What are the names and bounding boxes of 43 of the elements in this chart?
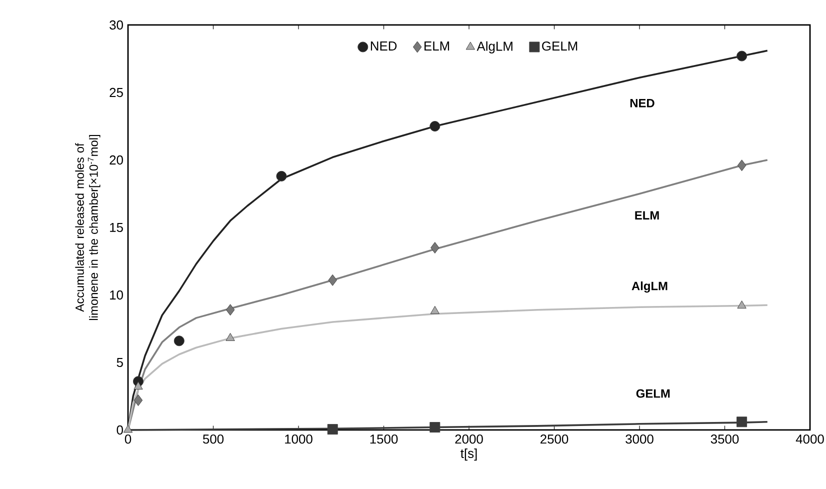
legend-label: AlgLM [476,41,512,54]
x-tick-label: 4000 [796,434,824,444]
point [134,394,143,406]
x-tick-label: 3500 [710,434,739,444]
point [736,50,748,62]
x-tick-label: 3000 [626,434,654,444]
point [736,416,748,428]
y-tick-label: 10 [110,290,123,300]
y-axis-title: Accumulated released moles of limonene in the chamber[×10$^{-7}$mol] [75,135,100,320]
legend-label: ELM [424,42,450,50]
x-tick-label: 2500 [540,434,568,444]
y-tick-label: 20 [110,155,123,165]
x-tick-label: 1500 [370,434,398,444]
point [226,332,235,341]
x-tick-label: 0 [124,434,132,444]
x-tick-label: 1000 [285,434,312,444]
annotation: AlgLM [632,281,668,293]
point [226,304,235,316]
x-tick-label: 500 [202,434,224,444]
y-tick-label: 30 [110,20,123,30]
annotation: NED [630,99,654,108]
y-tick-label: 0 [116,425,123,435]
x-axis-title: t[s] [460,448,477,461]
legend-label: GELM [542,41,578,51]
point [327,424,338,435]
point [430,120,440,132]
point [276,170,287,182]
point [430,242,440,254]
point [430,422,440,433]
y-tick-label: 15 [110,222,123,232]
point [328,274,337,286]
point [737,160,746,172]
y-tick-label: 25 [110,88,123,98]
point [430,306,440,314]
legend-label: NED [370,42,397,50]
point [737,300,746,309]
x-tick-label: 2000 [455,434,483,444]
y-tick-label: 5 [116,358,123,367]
point [134,382,143,390]
point [123,424,133,433]
point [174,336,184,346]
annotation: GELM [636,389,670,398]
annotation: ELM [635,211,659,220]
